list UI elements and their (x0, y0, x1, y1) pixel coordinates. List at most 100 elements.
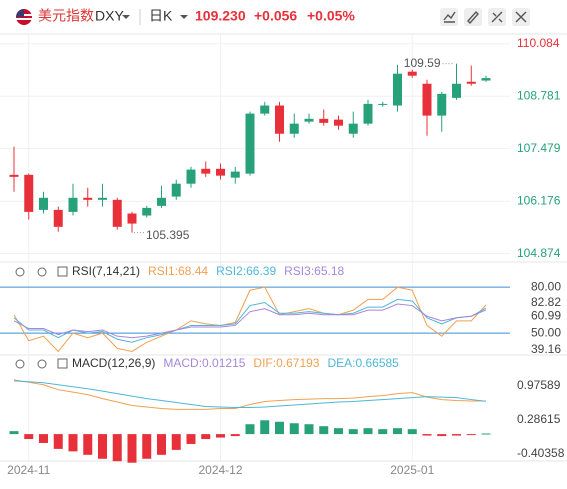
indicator-line (13, 379, 487, 410)
candle-body (422, 83, 432, 116)
x-tick-label: 2025-01 (390, 463, 434, 477)
macd-bar (68, 434, 78, 452)
candle-body (466, 81, 476, 84)
candle-body (275, 105, 284, 134)
macd-bar (466, 434, 476, 436)
macd-bar (127, 434, 137, 463)
indicator-title: MACD(12,26,9) (72, 356, 155, 370)
toolbar (440, 8, 530, 26)
macd-bar (157, 434, 166, 455)
candle-body (68, 197, 78, 212)
macd-bar (481, 433, 491, 435)
candle-body (112, 199, 122, 227)
macd-bar (304, 424, 314, 435)
candle-body (157, 197, 166, 206)
legend-entry: RSI1:68.44 (148, 264, 208, 278)
candle-body (363, 103, 373, 124)
macd-bar (437, 434, 447, 437)
legend-entry: DIF:0.67193 (253, 356, 319, 370)
macd-bar (39, 434, 48, 443)
index-name: 美元指数 (38, 8, 94, 24)
macd-bar (186, 434, 196, 444)
macd-bar (407, 429, 417, 435)
macd-bar (245, 424, 255, 435)
y-tick-label: 60.99 (531, 308, 561, 322)
candle-body (24, 174, 34, 212)
y-tick-label: 0.28615 (517, 412, 561, 426)
min-label: 105.395 (146, 228, 190, 242)
candle-body (142, 207, 152, 216)
candle-body (83, 197, 93, 200)
candle-body (437, 93, 447, 116)
indicator-line (13, 298, 487, 343)
candle-body (9, 174, 19, 177)
candle-body (452, 83, 461, 98)
candle-body (216, 168, 225, 176)
candle-body (407, 71, 417, 76)
period[interactable]: 日K (149, 8, 173, 24)
candle-body (201, 168, 211, 174)
macd-bar (230, 434, 240, 437)
macd-bar (53, 434, 63, 449)
macd-bar (452, 434, 461, 436)
y-tick-label: 39.16 (531, 342, 561, 356)
indicator-line (13, 303, 487, 339)
max-label: 109.59 (404, 56, 441, 70)
candle-body (186, 169, 196, 184)
macd-bar (112, 434, 122, 462)
y-tick-label: 82.82 (531, 295, 561, 309)
macd-bar (98, 434, 107, 459)
indicator-title: RSI(7,14,21) (72, 264, 140, 278)
y-tick-label: 106.176 (517, 193, 561, 207)
macd-bar (275, 421, 284, 435)
y-tick-label: 0.97589 (517, 378, 561, 392)
candle-body (378, 103, 388, 105)
y-tick-label: -0.40358 (517, 446, 565, 460)
candle-body (334, 119, 343, 126)
macd-bar (378, 429, 388, 435)
macd-bar (201, 434, 211, 440)
candle-body (53, 209, 63, 227)
candle-body (348, 123, 358, 134)
y-tick-label: 107.479 (517, 141, 561, 155)
legend-entry: RSI3:65.18 (284, 264, 344, 278)
price-change: +0.056 (254, 8, 297, 24)
y-tick-label: 108.781 (517, 88, 561, 102)
candle-body (304, 118, 314, 122)
candle-body (230, 171, 240, 178)
tool-button[interactable] (440, 8, 458, 26)
dropdown-icon[interactable] (180, 15, 188, 19)
macd-bar (260, 420, 270, 435)
macd-bar (83, 434, 93, 455)
y-tick-label: 80.00 (531, 279, 561, 293)
flag (16, 9, 32, 25)
macd-bar (142, 434, 152, 459)
settings-icon[interactable] (15, 358, 68, 369)
last-price: 109.230 (195, 8, 246, 24)
candle-body (319, 118, 329, 123)
x-tick-label: 2024-12 (198, 463, 242, 477)
y-tick-label: 50.00 (531, 325, 561, 339)
candle-body (171, 183, 181, 197)
candle-body (289, 123, 299, 134)
tool-button[interactable] (464, 8, 482, 26)
macd-bar (216, 434, 225, 438)
legend-entry: RSI2:66.39 (216, 264, 276, 278)
x-tick-label: 2024-11 (7, 463, 50, 477)
legend-entry: MACD:0.01215 (163, 356, 245, 370)
macd-bar (9, 431, 19, 435)
candle-body (245, 113, 255, 174)
legend-entry: DEA:0.66585 (327, 356, 399, 370)
macd-bar (334, 428, 343, 435)
macd-bar (289, 423, 299, 435)
candle-body (127, 213, 137, 224)
candle-body (260, 105, 270, 114)
dropdown-icon[interactable] (122, 15, 130, 19)
candle-body (393, 73, 402, 106)
settings-icon[interactable] (15, 266, 68, 277)
macd-bar (348, 429, 358, 435)
y-tick-label: 104.874 (517, 246, 561, 260)
percent-change: +0.05% (307, 8, 355, 24)
symbol[interactable]: DXY (95, 8, 124, 24)
